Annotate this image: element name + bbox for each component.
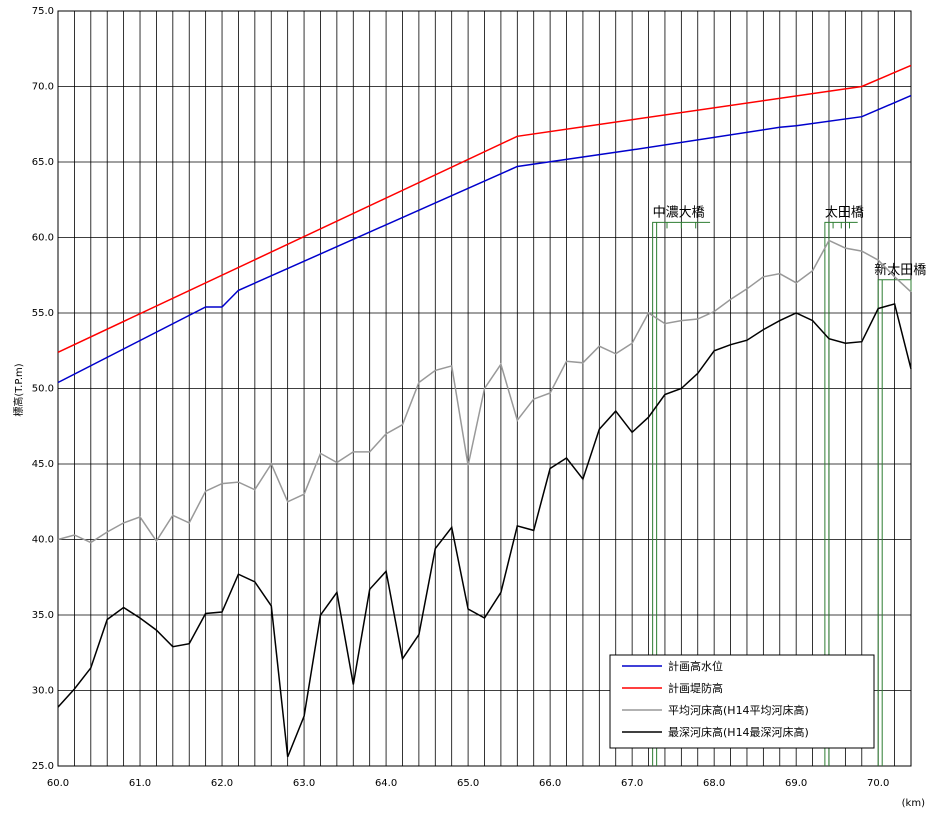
x-tick-label: 68.0	[703, 778, 725, 789]
x-tick-label: 67.0	[621, 778, 643, 789]
x-tick-label: 62.0	[211, 778, 233, 789]
y-tick-label: 45.0	[32, 459, 54, 470]
series-lines	[57, 64, 912, 758]
series-line	[57, 302, 912, 758]
series-line	[57, 239, 912, 544]
series-line	[57, 64, 912, 353]
y-tick-label: 40.0	[32, 535, 54, 546]
y-axis-label: 標高(T.P.m)	[12, 363, 25, 416]
legend-entry: 平均河床高(H14平均河床高)	[668, 703, 809, 717]
y-tick-label: 75.0	[32, 6, 54, 17]
bridge-label: 中濃大橋	[653, 205, 705, 220]
x-tick-labels: 60.0 61.0 62.0 63.0 64.0 65.0 66.0 67.0 68.0 69.0…	[47, 778, 889, 789]
bridge-marker	[877, 279, 912, 766]
y-tick-label: 55.0	[32, 308, 54, 319]
y-tick-labels: 25.0 30.0 35.0 40.0 45.0 50.0 55.0 60.0 65.0 70.0…	[32, 6, 54, 772]
x-tick-label: 60.0	[47, 778, 69, 789]
legend-entry: 計画堤防高	[668, 681, 723, 695]
y-tick-label: 60.0	[32, 233, 54, 244]
x-tick-label: 69.0	[785, 778, 807, 789]
y-tick-label: 70.0	[32, 82, 54, 93]
x-tick-label: 70.0	[867, 778, 889, 789]
y-tick-label: 35.0	[32, 610, 54, 621]
x-tick-label: 66.0	[539, 778, 561, 789]
bridge-label: 新太田橋	[874, 262, 926, 278]
x-tick-label: 61.0	[129, 778, 151, 789]
bridge-marker	[652, 221, 711, 766]
y-tick-label: 65.0	[32, 157, 54, 168]
x-tick-label: 65.0	[457, 778, 479, 789]
x-tick-label: 63.0	[293, 778, 315, 789]
bridge-marker	[824, 221, 858, 766]
plot-frame	[57, 10, 912, 767]
y-tick-label: 25.0	[32, 761, 54, 772]
y-tick-label: 50.0	[32, 384, 54, 395]
legend-entry: 計画高水位	[668, 659, 723, 673]
bridge-label: 太田橋	[825, 205, 864, 220]
y-tick-label: 30.0	[32, 686, 54, 697]
series-line	[57, 94, 912, 384]
legend-entry: 最深河床高(H14最深河床高)	[668, 725, 809, 739]
x-tick-label: 64.0	[375, 778, 397, 789]
x-axis-unit-label: (km)	[902, 798, 925, 809]
